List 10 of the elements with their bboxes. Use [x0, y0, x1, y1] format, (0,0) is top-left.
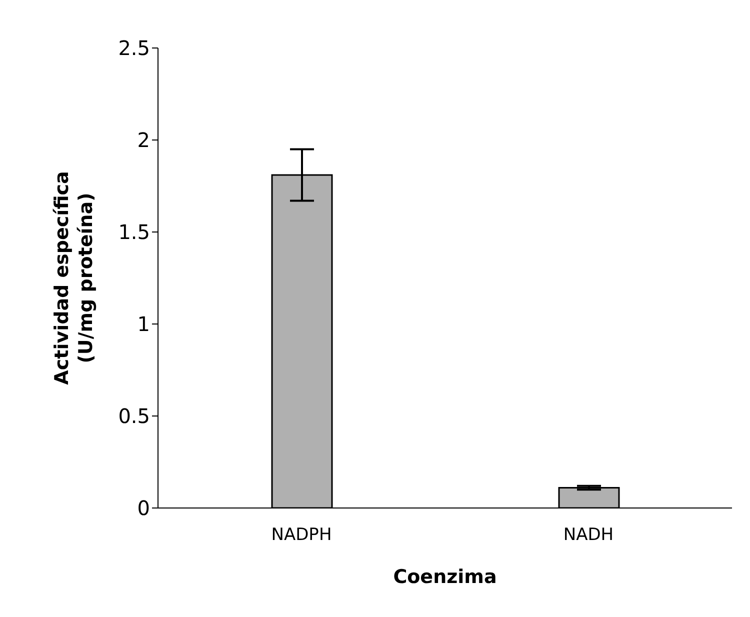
y-tick-label: 1 — [137, 312, 150, 336]
y-tick-label: 0.5 — [118, 404, 150, 428]
x-tick-label: NADPH — [271, 525, 332, 546]
x-axis-title: Coenzima — [393, 566, 497, 588]
y-tick-label: 2.5 — [118, 36, 150, 60]
y-tick-label: 2 — [137, 128, 150, 152]
y-tick-label: 0 — [137, 496, 150, 520]
y-tick-label: 1.5 — [118, 220, 150, 244]
y-axis-title: Actividad específica (U/mg proteína) — [51, 171, 97, 385]
x-tick-label: NADH — [563, 525, 614, 546]
